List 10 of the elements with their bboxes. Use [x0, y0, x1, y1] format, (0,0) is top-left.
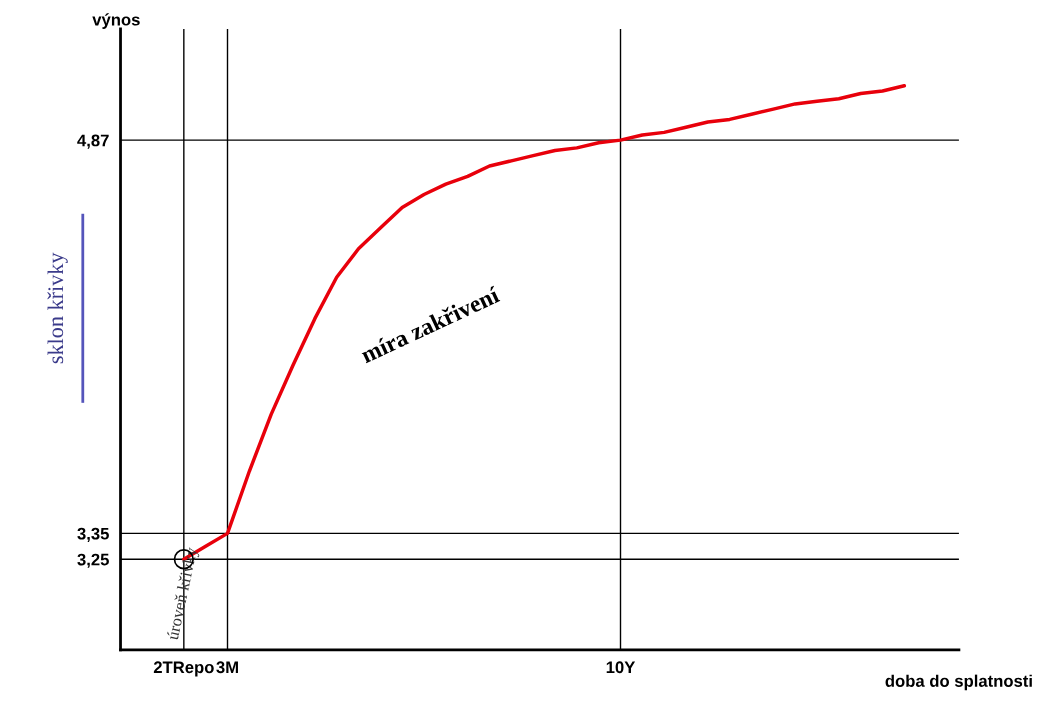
y-tick-label: 3,35 — [77, 527, 109, 542]
x-tick-label: 2TRepo — [153, 661, 214, 677]
y-tick-label: 3,25 — [77, 553, 109, 568]
text: sklon křivky — [47, 252, 68, 364]
y-axis-title: výnos — [92, 13, 140, 29]
annotation: úroveň křivky — [166, 546, 201, 642]
x-tick-label: 3M — [216, 661, 238, 674]
y-tick-label: 4,87 — [77, 134, 109, 149]
x-axis-title: doba do splatnosti — [885, 674, 1032, 691]
x-tick-label: 10Y — [606, 661, 636, 674]
